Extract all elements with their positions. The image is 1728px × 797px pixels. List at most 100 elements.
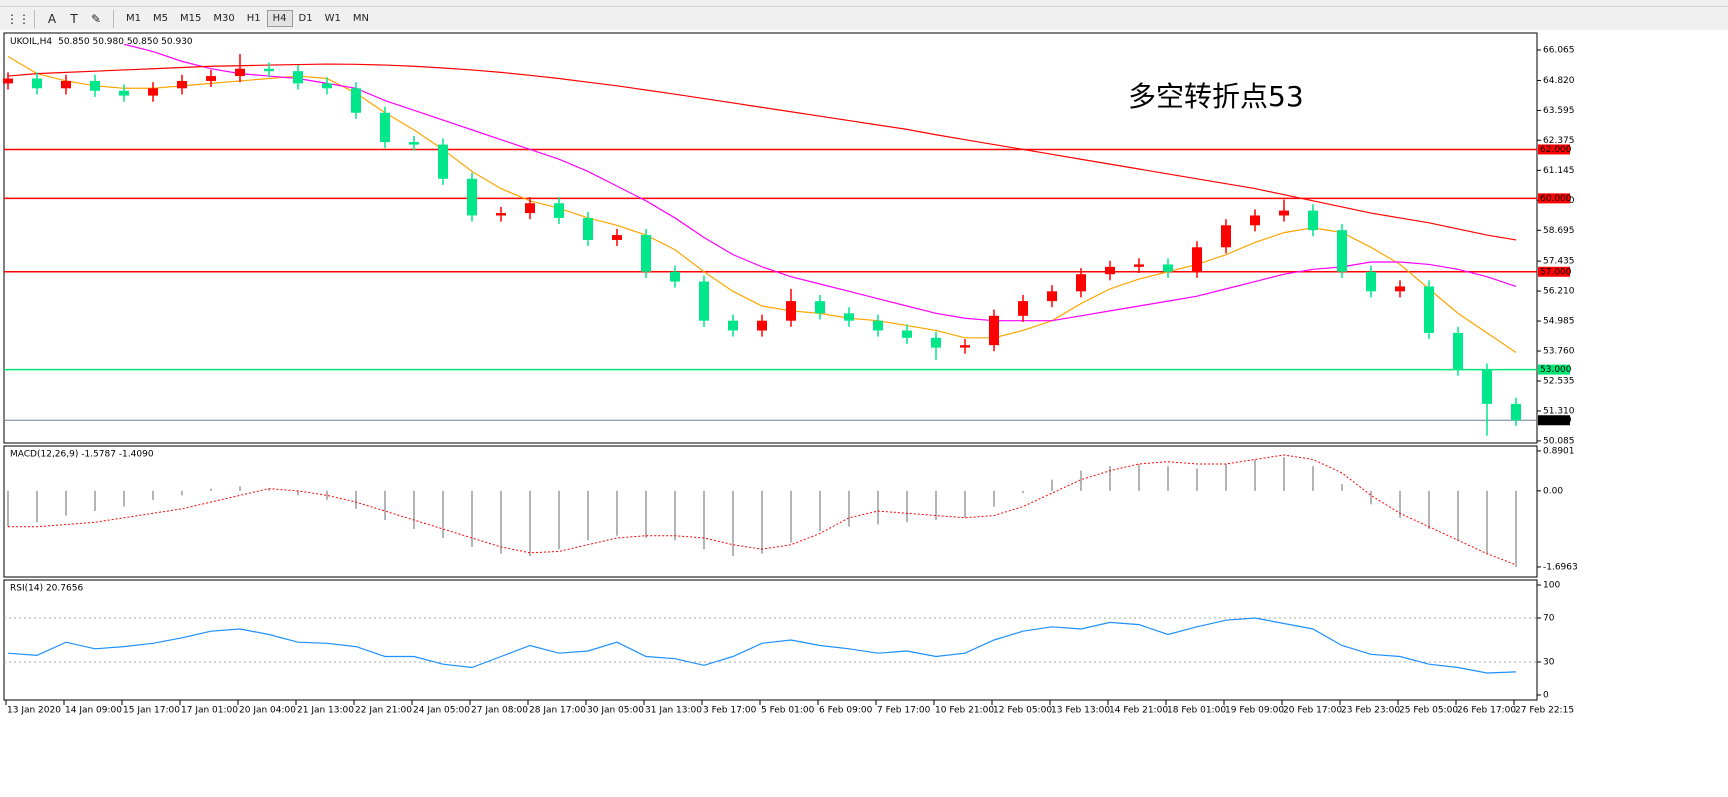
y-tick-label: 66.065 — [1543, 46, 1575, 56]
candle-body — [757, 320, 767, 331]
x-tick-label: 3 Feb 17:00 — [703, 706, 757, 716]
candle-body — [1134, 264, 1144, 267]
x-tick-label: 21 Jan 13:00 — [297, 706, 354, 716]
x-tick-label: 20 Jan 04:00 — [239, 706, 296, 716]
timeframe-button[interactable]: M5 — [153, 13, 168, 24]
candle-body — [1076, 274, 1086, 292]
candle-body — [815, 301, 825, 314]
candle-body — [3, 78, 13, 84]
x-tick-label: 30 Jan 05:00 — [587, 706, 644, 716]
tool-button[interactable]: T — [70, 11, 78, 26]
candle-body — [1047, 291, 1057, 302]
y-tick-label: 30 — [1543, 658, 1555, 668]
x-tick-label: 23 Feb 23:00 — [1341, 706, 1400, 716]
x-tick-label: 25 Feb 05:00 — [1399, 706, 1458, 716]
moving-average — [7, 55, 1517, 353]
candle-body — [467, 178, 477, 216]
candle-body — [786, 301, 796, 321]
panel-title: UKOIL,H4 50.850 50.980 50.850 50.930 — [10, 37, 193, 47]
candle-body — [931, 337, 941, 348]
candle-body — [119, 90, 129, 96]
candle-body — [148, 88, 158, 96]
candle-body — [1221, 225, 1231, 248]
candle-body — [1337, 230, 1347, 272]
panel-title: RSI(14) 20.7656 — [10, 584, 83, 594]
macd-signal — [8, 454, 1517, 566]
candle-body — [1279, 210, 1289, 216]
y-tick-label: 58.695 — [1543, 226, 1575, 236]
toolbar-row: ⋮⋮ A T ✎ M1 M5 M15 M30 H1 H4 D1 W1 MN — [0, 7, 1728, 30]
x-tick-label: 13 Jan 2020 — [7, 706, 61, 716]
current-price-box — [1538, 415, 1570, 426]
x-tick-label: 20 Feb 17:00 — [1283, 706, 1342, 716]
candle-body — [1105, 266, 1115, 275]
level-label: 62.000 — [1540, 145, 1572, 155]
timeframe-button[interactable]: M30 — [213, 13, 235, 24]
candle-body — [989, 315, 999, 346]
candle-body — [235, 68, 245, 77]
panel-frame — [3, 579, 1538, 701]
candle-body — [554, 203, 564, 218]
x-tick-label: 10 Feb 21:00 — [935, 706, 994, 716]
x-tick-label: 22 Jan 21:00 — [355, 706, 412, 716]
tool-button[interactable]: A — [47, 11, 57, 26]
candle-body — [380, 112, 390, 143]
separator — [113, 9, 114, 28]
candle-body — [902, 330, 912, 338]
candle-body — [177, 80, 187, 89]
x-tick-label: 14 Jan 09:00 — [65, 706, 122, 716]
x-tick-label: 15 Jan 17:00 — [123, 706, 180, 716]
candle-body — [612, 235, 622, 240]
candle-body — [699, 281, 709, 321]
candle-body — [1018, 301, 1028, 316]
level-label-box — [1538, 266, 1570, 277]
level-label-box — [1538, 144, 1570, 155]
candle-body — [1308, 210, 1318, 231]
y-tick-label: -1.6963 — [1543, 562, 1578, 572]
candle-body — [1366, 271, 1376, 292]
timeframe-button[interactable]: H1 — [246, 13, 261, 24]
timeframe-button[interactable]: M1 — [126, 13, 141, 24]
y-tick-label: 62.375 — [1543, 136, 1575, 146]
y-tick-label: 0.8901 — [1543, 446, 1575, 456]
x-tick-label: 13 Feb 13:00 — [1051, 706, 1110, 716]
candle-body — [496, 213, 506, 216]
candle-body — [438, 144, 448, 179]
level-label: 60.000 — [1540, 194, 1572, 204]
x-tick-label: 27 Jan 08:00 — [471, 706, 528, 716]
candle-body — [1163, 264, 1173, 272]
x-tick-label: 7 Feb 17:00 — [877, 706, 931, 716]
timeframe-button[interactable]: W1 — [324, 13, 341, 24]
y-tick-label: 52.535 — [1543, 376, 1575, 386]
candle-body — [1482, 369, 1492, 404]
y-tick-label: 61.145 — [1543, 166, 1575, 176]
candle-body — [1395, 286, 1405, 292]
timeframe-button[interactable]: MN — [352, 13, 369, 24]
timeframe-button[interactable]: M15 — [180, 13, 202, 24]
candle-body — [1250, 215, 1260, 226]
chart-window: 66.06564.82063.59562.37561.14559.92058.6… — [0, 30, 1728, 797]
candle-body — [844, 313, 854, 321]
candle-body — [32, 78, 42, 89]
timeframe-button[interactable]: D1 — [298, 13, 313, 24]
x-tick-label: 6 Feb 09:00 — [819, 706, 873, 716]
ohlc: 50.850 50.980 50.850 50.930 — [58, 37, 193, 47]
candle-body — [351, 88, 361, 113]
x-tick-label: 31 Jan 13:00 — [645, 706, 702, 716]
candle-body — [409, 142, 419, 145]
candle-body — [1192, 247, 1202, 272]
candle-body — [670, 271, 680, 282]
candle-body — [728, 320, 738, 331]
background — [0, 30, 1728, 797]
draw-tool[interactable]: ✎ — [90, 11, 102, 26]
timeframe-button[interactable]: H4 — [266, 10, 293, 27]
y-tick-label: 70 — [1543, 614, 1555, 624]
rsi-line — [7, 617, 1517, 674]
y-tick-label: 53.760 — [1543, 347, 1575, 357]
x-tick-label: 14 Feb 21:00 — [1109, 706, 1168, 716]
current-price-label: 50.930 — [1540, 416, 1572, 426]
y-tick-label: 63.595 — [1543, 106, 1575, 116]
symbol: UKOIL,H4 — [10, 37, 52, 47]
panel-frame — [3, 445, 1538, 578]
